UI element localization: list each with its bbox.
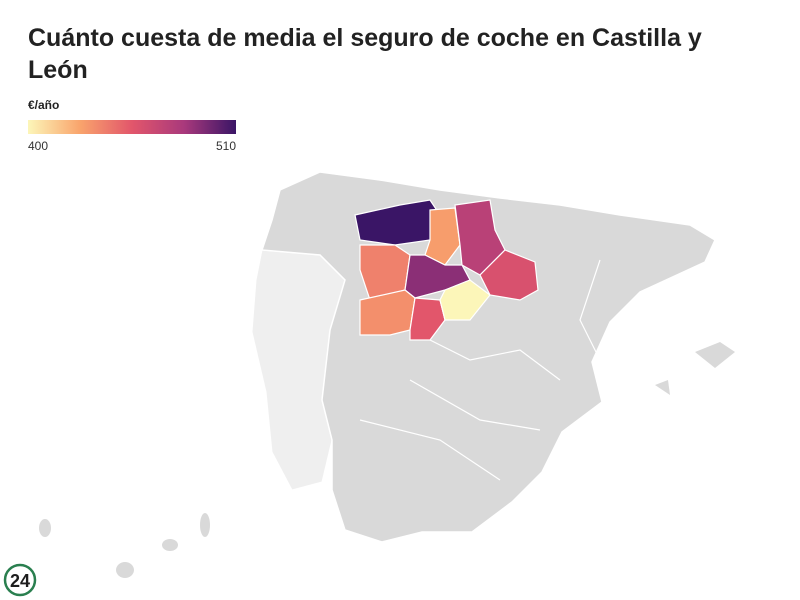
title: Cuánto cuesta de media el seguro de coch… <box>28 24 702 84</box>
canary <box>116 562 134 578</box>
province <box>439 279 491 321</box>
legend-bar <box>28 120 236 134</box>
balearic <box>655 380 670 395</box>
balearic <box>695 342 735 368</box>
borders <box>359 259 601 481</box>
legend-title: €/año <box>28 98 59 112</box>
province <box>479 249 539 301</box>
legend-min: 400 <box>28 139 48 153</box>
legend-max: 510 <box>216 139 236 153</box>
logo-ring <box>3 563 37 597</box>
logo: 24 <box>10 571 30 591</box>
canary <box>39 519 51 537</box>
canary <box>162 539 178 551</box>
canary <box>200 513 210 537</box>
